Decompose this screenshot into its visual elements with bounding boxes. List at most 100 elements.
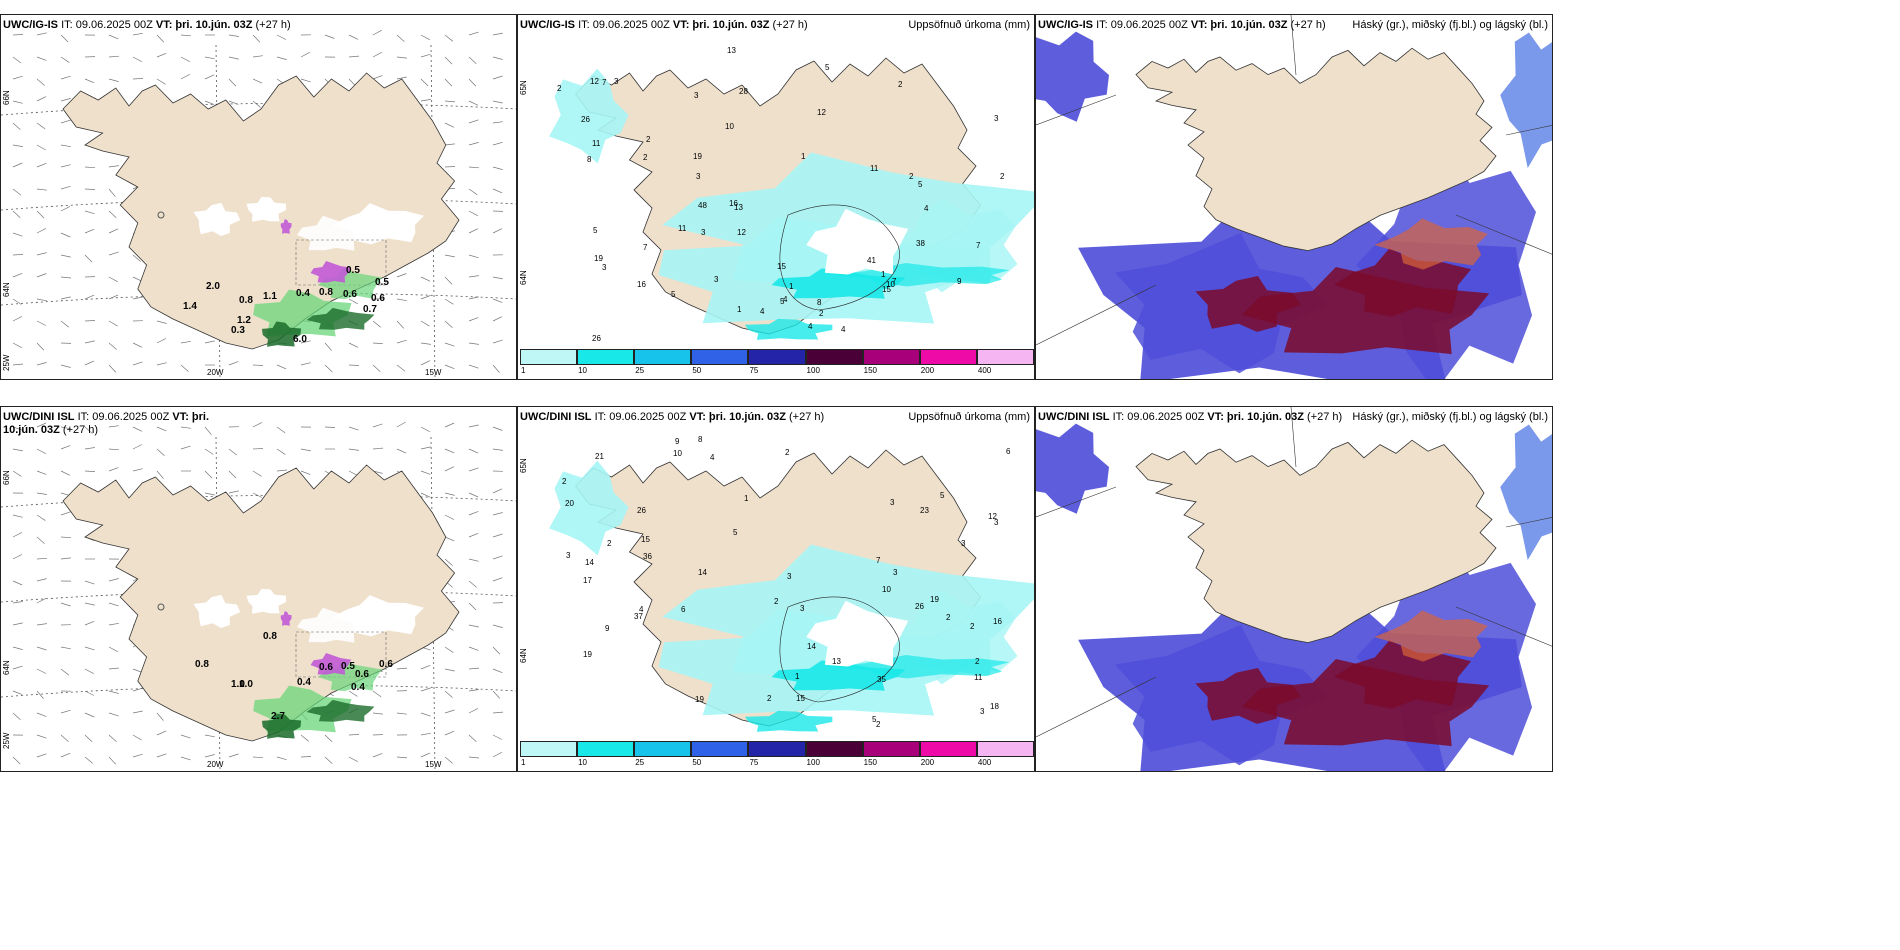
wind-barb (492, 734, 503, 740)
precip-value-label: 3 (694, 91, 699, 100)
precip-value-label: 10 (725, 122, 734, 131)
wind-barb (36, 448, 46, 455)
wind-barb (132, 254, 141, 262)
wind-barb (492, 448, 503, 451)
glacier (246, 588, 287, 614)
precip-value-label: 2 (970, 622, 975, 631)
colorbar-tick: 25 (635, 366, 645, 375)
colorbar-tick: 10 (578, 366, 588, 375)
wind-barb (204, 734, 215, 738)
wind-barb (36, 514, 46, 521)
precip-value-label: 13 (832, 657, 841, 666)
precip-value-label: 7 (876, 556, 881, 565)
glacier-contour (779, 596, 900, 703)
wind-barb (252, 492, 263, 498)
precip-value-label: 13 (727, 46, 736, 55)
wind-barb (348, 364, 360, 366)
precip-value-label: 3 (994, 114, 999, 123)
wind-barb (492, 533, 503, 538)
wind-barb (444, 320, 453, 329)
wind-barb (444, 730, 455, 736)
wind-barb (12, 426, 23, 431)
colorbar-swatch (919, 349, 977, 365)
colorbar-swatch (919, 741, 977, 757)
precip-value-label: 2 (898, 80, 903, 89)
wind-barb (492, 228, 503, 234)
wind-barb (492, 298, 503, 303)
wind-barb (252, 364, 264, 366)
wind-barb (60, 734, 69, 742)
wind-barb (84, 360, 95, 366)
wind-barb (60, 668, 70, 676)
wind-barb (468, 56, 477, 65)
precip-value-label: 3 (961, 539, 966, 548)
precip-value-label: 21 (595, 452, 604, 461)
wind-barb (492, 426, 503, 431)
precip-value-label: 15 (796, 694, 805, 703)
precip-value-label: 26 (592, 334, 601, 343)
mid-cloud (1500, 424, 1552, 561)
precip-value-label: 5 (872, 715, 877, 724)
wind-barb (300, 470, 311, 475)
wind-barb (444, 122, 455, 128)
precip-value-label: 1.0 (239, 679, 253, 690)
wind-barb (12, 298, 22, 305)
wind-barb (492, 512, 503, 516)
wind-barb (84, 447, 95, 450)
wind-barb (468, 342, 479, 345)
wind-barb (12, 470, 22, 477)
high-cloud (1195, 668, 1301, 724)
high-cloud (1195, 276, 1301, 332)
colorbar-tick: 400 (977, 366, 992, 375)
high-cloud-edge (1374, 610, 1488, 662)
wind-barb (12, 75, 23, 80)
wind-barb (468, 317, 479, 322)
precip-value-label: 2 (767, 694, 772, 703)
map-wind-igis: 2.01.40.8 1.1 0.4 0.8 0.60.50.60.70.56.00.31… (1, 29, 516, 379)
wind-barb (300, 448, 311, 452)
wind-barb (348, 426, 359, 431)
wind-barb (36, 734, 47, 739)
wind-barb (132, 56, 142, 63)
wind-barb (84, 602, 95, 606)
precip-value-label: 6 (1006, 447, 1011, 456)
wind-barb (468, 448, 479, 454)
wind-barb (108, 251, 119, 256)
wind-barb (396, 712, 407, 715)
wind-barb (60, 320, 70, 328)
wind-barb (36, 422, 47, 428)
glacier-contour (779, 204, 900, 311)
wind-barb (84, 734, 93, 743)
precip-value-label: 16 (637, 280, 646, 289)
colorbar-tick: 150 (863, 758, 878, 767)
precip-value-label: 8 (817, 298, 822, 307)
precip-value-label: 13 (734, 203, 743, 212)
precip-value-label: 19 (583, 650, 592, 659)
latitude-line (1, 197, 516, 211)
wind-barb (204, 448, 214, 455)
wind-barb (108, 34, 119, 40)
precip-value-label: 0.8 (263, 631, 277, 642)
wind-barb (420, 446, 431, 450)
colorbar-swatch (805, 741, 863, 757)
wind-barb (36, 342, 45, 351)
wind-barb (36, 162, 47, 168)
wind-barb (60, 426, 71, 430)
wind-barb (108, 342, 117, 350)
map-line (1036, 284, 1157, 346)
precip-value-label: 11 (870, 164, 879, 173)
precip-value-label: 2 (819, 309, 824, 318)
wind-barb (348, 690, 358, 697)
wind-barb (84, 166, 96, 169)
high-cloud (1333, 640, 1472, 709)
precip-value-label: 18 (990, 702, 999, 711)
wind-barb (132, 468, 143, 472)
wind-barb (60, 557, 71, 560)
wind-barb (300, 340, 311, 344)
wind-barb (108, 78, 119, 82)
colorbar-tick: 50 (692, 366, 702, 375)
wind-barb (12, 34, 24, 36)
map-cloud-dini (1036, 407, 1552, 771)
wind-barb (156, 448, 165, 457)
wind-barb (276, 56, 287, 60)
